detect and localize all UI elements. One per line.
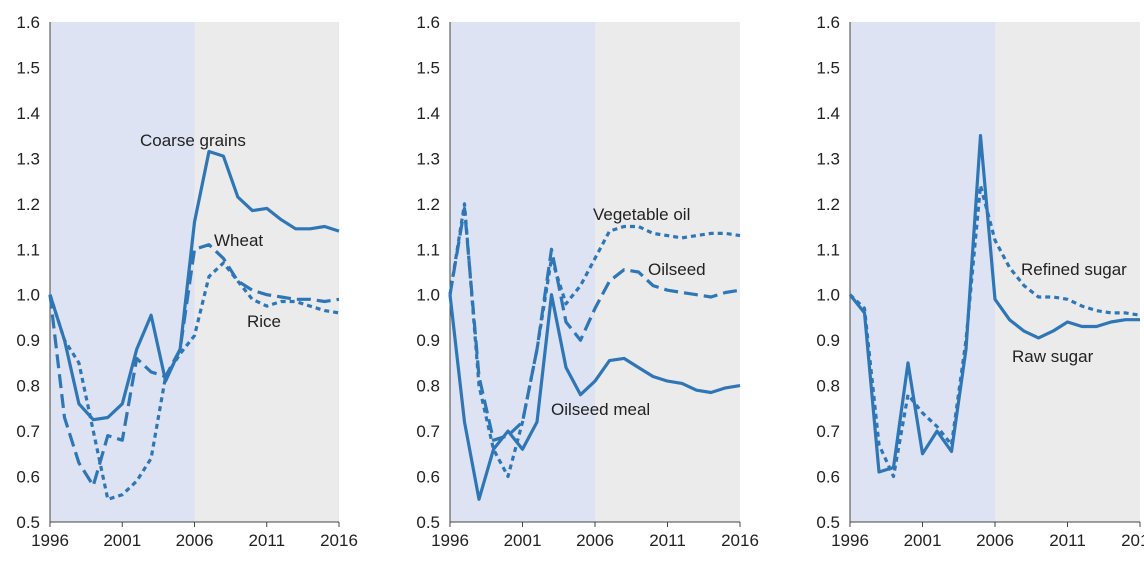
y-tick-label: 0.6 xyxy=(416,468,440,487)
x-tick-label: 2006 xyxy=(976,531,1014,550)
y-tick-label: 1.3 xyxy=(816,149,840,168)
y-tick-label: 0.6 xyxy=(16,468,40,487)
x-tick-label: 1996 xyxy=(431,531,469,550)
annotation-rice: Rice xyxy=(247,312,281,331)
y-tick-label: 0.9 xyxy=(16,331,40,350)
y-tick-label: 0.8 xyxy=(816,377,840,396)
x-tick-label: 2016 xyxy=(320,531,358,550)
y-tick-label: 1.3 xyxy=(16,149,40,168)
annotation-oilseed-meal: Oilseed meal xyxy=(551,400,650,419)
y-tick-label: 1.6 xyxy=(416,13,440,32)
x-tick-label: 2011 xyxy=(1049,531,1086,550)
chart-panel-2: 0.5 0.6 0.7 0.8 0.9 1.0 1.1 1.2 1.3 1.4 1.5 1.6 1996… xyxy=(416,13,759,550)
y-tick-label: 0.7 xyxy=(16,422,40,441)
series-line-oilseed xyxy=(448,206,741,442)
series-line-raw-sugar xyxy=(848,134,1140,474)
y-tick-label: 1.4 xyxy=(816,104,840,123)
series-line-refined-sugar xyxy=(848,184,1141,479)
x-tick-label: 2011 xyxy=(248,531,285,550)
y-tick-label: 0.7 xyxy=(816,422,840,441)
annotation-refined-sugar: Refined sugar xyxy=(1021,260,1127,279)
y-tick-label: 1.6 xyxy=(16,13,40,32)
x-tick-label: 2001 xyxy=(103,531,141,550)
annotation-vegetable-oil: Vegetable oil xyxy=(593,205,690,224)
shaded-period-2 xyxy=(194,22,339,522)
y-tick-label: 1.4 xyxy=(416,104,440,123)
x-tick-label: 2006 xyxy=(576,531,614,550)
x-tick-label: 2006 xyxy=(176,531,214,550)
series-line-wheat xyxy=(48,243,340,488)
y-tick-label: 0.5 xyxy=(816,513,840,532)
y-tick-label: 0.7 xyxy=(416,422,440,441)
y-tick-label: 1.6 xyxy=(816,13,840,32)
y-tick-label: 1.1 xyxy=(816,240,840,259)
shaded-period-1 xyxy=(450,22,595,522)
shaded-period-2 xyxy=(995,22,1140,522)
chart-panel-1: 0.5 0.6 0.7 0.8 0.9 1.0 1.1 1.2 1.3 1.4 1.5 1.6 1996… xyxy=(16,13,358,550)
y-tick-label: 0.8 xyxy=(416,377,440,396)
y-tick-label: 0.9 xyxy=(816,331,840,350)
series-line-coarse-grains xyxy=(48,149,340,422)
y-tick-label: 0.8 xyxy=(16,377,40,396)
x-tick-label: 1996 xyxy=(31,531,69,550)
y-tick-label: 1.4 xyxy=(16,104,40,123)
y-tick-label: 1.1 xyxy=(416,240,440,259)
y-tick-label: 0.9 xyxy=(416,331,440,350)
y-tick-label: 1.0 xyxy=(16,286,40,305)
series-line-rice xyxy=(48,261,340,501)
series-line-vegetable-oil xyxy=(448,202,741,479)
x-tick-label: 2001 xyxy=(504,531,542,550)
annotation-wheat: Wheat xyxy=(214,231,263,250)
y-tick-label: 1.2 xyxy=(16,195,40,214)
chart-panel-3: 0.5 0.6 0.7 0.8 0.9 1.0 1.1 1.2 1.3 1.4 1.5 1.6 1996… xyxy=(816,13,1144,550)
y-tick-label: 1.5 xyxy=(816,58,840,77)
y-tick-label: 1.5 xyxy=(16,58,40,77)
x-tick-label: 2016 xyxy=(721,531,759,550)
annotation-coarse-grains: Coarse grains xyxy=(140,131,246,150)
annotation-oilseed: Oilseed xyxy=(648,260,706,279)
y-tick-label: 1.0 xyxy=(416,286,440,305)
y-tick-label: 1.3 xyxy=(416,149,440,168)
y-tick-label: 0.5 xyxy=(16,513,40,532)
x-tick-label: 2011 xyxy=(649,531,686,550)
annotation-raw-sugar: Raw sugar xyxy=(1012,347,1094,366)
y-tick-label: 1.2 xyxy=(416,195,440,214)
y-tick-label: 1.0 xyxy=(816,286,840,305)
y-tick-label: 1.2 xyxy=(816,195,840,214)
x-tick-label: 2016 xyxy=(1121,531,1144,550)
y-tick-label: 1.5 xyxy=(416,58,440,77)
x-tick-label: 2001 xyxy=(904,531,942,550)
y-tick-label: 0.6 xyxy=(816,468,840,487)
series-line-oilseed-meal xyxy=(448,293,741,501)
y-tick-label: 1.1 xyxy=(16,240,40,259)
shaded-period-1 xyxy=(50,22,195,522)
y-tick-label: 0.5 xyxy=(416,513,440,532)
x-tick-label: 1996 xyxy=(831,531,869,550)
